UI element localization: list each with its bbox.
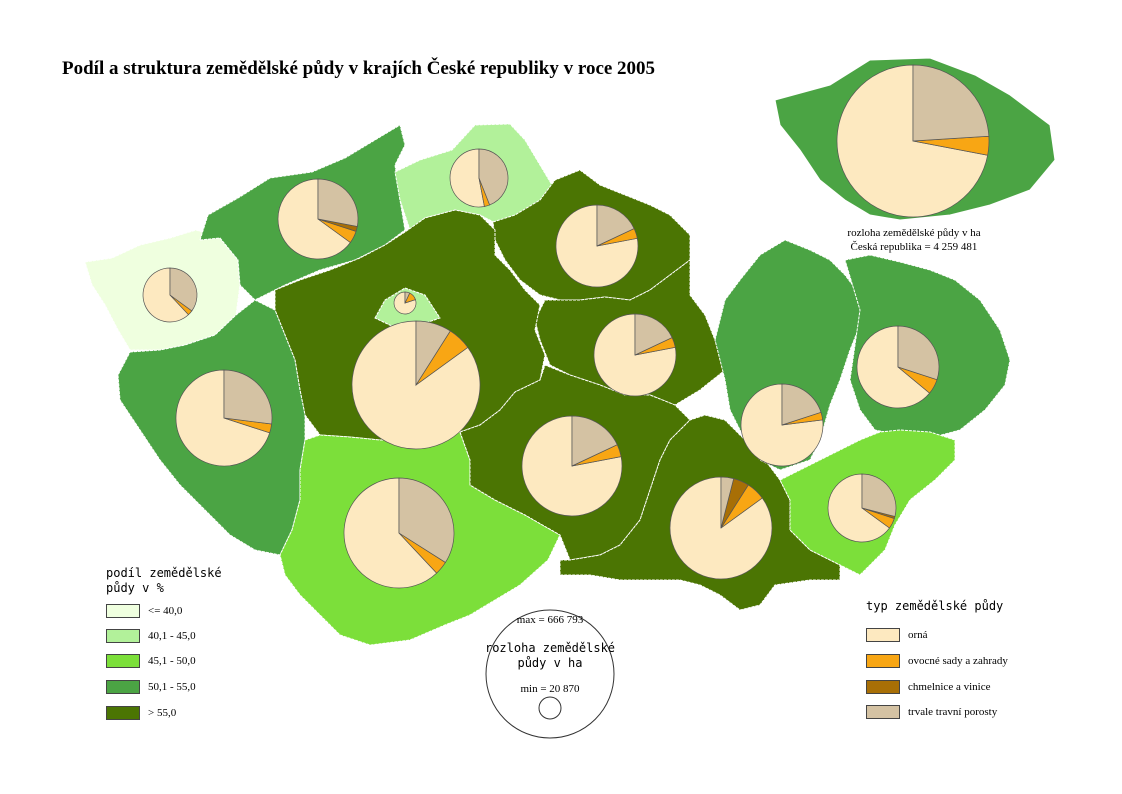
cr-caption-area-label: rozloha zemědělské půdy v ha xyxy=(847,227,981,239)
region-stredocesky-pie xyxy=(351,320,481,450)
size-legend xyxy=(485,609,615,739)
region-praha-pie xyxy=(393,291,417,315)
czech-republic-pie xyxy=(836,64,990,218)
region-plzensky-pie-slice-4 xyxy=(223,369,273,425)
region-pardubicky-pie-slice-4 xyxy=(634,313,673,356)
region-liberecky-pie-slice-4 xyxy=(478,148,509,206)
type-swatch-3 xyxy=(866,680,900,694)
share-swatch-1 xyxy=(106,604,140,618)
region-olomoucky-pie-slice-1 xyxy=(740,383,824,467)
region-ustecky-pie-slice-4 xyxy=(317,178,359,227)
type-legend-label: ovocné sady a zahrady xyxy=(908,655,1008,667)
region-vysocina-pie xyxy=(521,415,623,517)
type-swatch-4 xyxy=(866,705,900,719)
type-swatch-1 xyxy=(866,628,900,642)
region-stredocesky-pie-slice-1 xyxy=(351,320,481,450)
share-swatch-5 xyxy=(106,706,140,720)
region-jihomoravsky-pie xyxy=(669,476,773,580)
share-swatch-4 xyxy=(106,680,140,694)
czech-republic-overview xyxy=(774,57,1056,221)
region-stredocesky-pie-slice-4 xyxy=(415,320,451,387)
czech-republic-pie-slice-1 xyxy=(836,64,989,218)
size-legend-max-label: max = 666 793 xyxy=(516,614,584,626)
size-legend-caption-line1: rozloha zemědělské xyxy=(484,641,616,655)
size-legend-min-label: min = 20 870 xyxy=(520,683,580,695)
region-zlinsky-pie-slice-1 xyxy=(827,473,890,543)
region-jihocesky-pie-slice-1 xyxy=(343,477,438,589)
region-plzensky-pie xyxy=(175,369,273,467)
region-plzensky-pie-slice-1 xyxy=(175,369,271,467)
region-kralovehradecky-pie xyxy=(555,204,639,288)
regions-layer xyxy=(84,123,1011,646)
region-zlinsky-pie xyxy=(827,473,897,543)
share-legend-label: 45,1 - 50,0 xyxy=(148,655,196,667)
type-swatch-2 xyxy=(866,654,900,668)
size-legend-caption-line2: půdy v ha xyxy=(517,656,583,670)
type-legend-title: typ zemědělské půdy xyxy=(866,599,1004,613)
size-legend-max-circle xyxy=(485,609,615,739)
share-legend-label: 40,1 - 45,0 xyxy=(148,630,196,642)
region-moravskoslezsky-pie-slice-1 xyxy=(856,325,931,409)
size-legend-min-circle xyxy=(538,696,562,720)
region-olomoucky-pie xyxy=(740,383,824,467)
region-vysocina-pie-slice-4 xyxy=(571,415,618,467)
size-legend-caption: rozloha zemědělské půdy v ha xyxy=(480,641,620,671)
share-legend-title: podíl zemědělské půdy v % xyxy=(106,566,222,596)
region-pardubicky-pie xyxy=(593,313,677,397)
share-legend-label: <= 40,0 xyxy=(148,605,183,617)
region-jihocesky-pie-slice-4 xyxy=(398,477,455,563)
share-legend-label: > 55,0 xyxy=(148,707,177,719)
region-praha-pie-slice-4 xyxy=(404,291,411,304)
region-moravskoslezsky-pie-slice-4 xyxy=(897,325,940,381)
cr-caption-total: Česká republika = 4 259 481 xyxy=(850,241,978,253)
map-title: Podíl a struktura zemědělské půdy v kraj… xyxy=(62,58,656,79)
share-swatch-3 xyxy=(106,654,140,668)
region-kralovehradecky-pie-slice-4 xyxy=(596,204,635,247)
share-legend-label: 50,1 - 55,0 xyxy=(148,681,196,693)
czech-republic-pie-slice-4 xyxy=(912,64,990,142)
region-jihomoravsky-pie-slice-4 xyxy=(720,476,735,529)
region-ustecky-pie-slice-1 xyxy=(277,178,351,260)
region-karlovarsky-pie-slice-4 xyxy=(169,267,198,312)
pie-charts-layer xyxy=(142,148,940,589)
region-liberecky-pie-slice-1 xyxy=(449,148,485,208)
share-swatch-2 xyxy=(106,629,140,643)
region-karlovarsky-pie-slice-1 xyxy=(142,267,189,323)
share-legend-title-line1: podíl zemědělské xyxy=(106,566,222,580)
region-zlinsky-pie-slice-4 xyxy=(861,473,897,517)
region-jihocesky-pie xyxy=(343,477,455,589)
region-liberecky-pie xyxy=(449,148,509,208)
cr-caption: rozloha zemědělské půdy v ha Česká repub… xyxy=(830,226,998,254)
type-legend-label: orná xyxy=(908,629,928,641)
region-moravskoslezsky-pie xyxy=(856,325,940,409)
share-legend-title-line2: půdy v % xyxy=(106,581,164,595)
type-legend-label: trvale travní porosty xyxy=(908,706,998,718)
region-olomoucky-pie-slice-4 xyxy=(781,383,822,426)
region-ustecky-pie xyxy=(277,178,359,260)
type-legend-label: chmelnice a vinice xyxy=(908,681,991,693)
region-karlovarsky-pie xyxy=(142,267,198,323)
